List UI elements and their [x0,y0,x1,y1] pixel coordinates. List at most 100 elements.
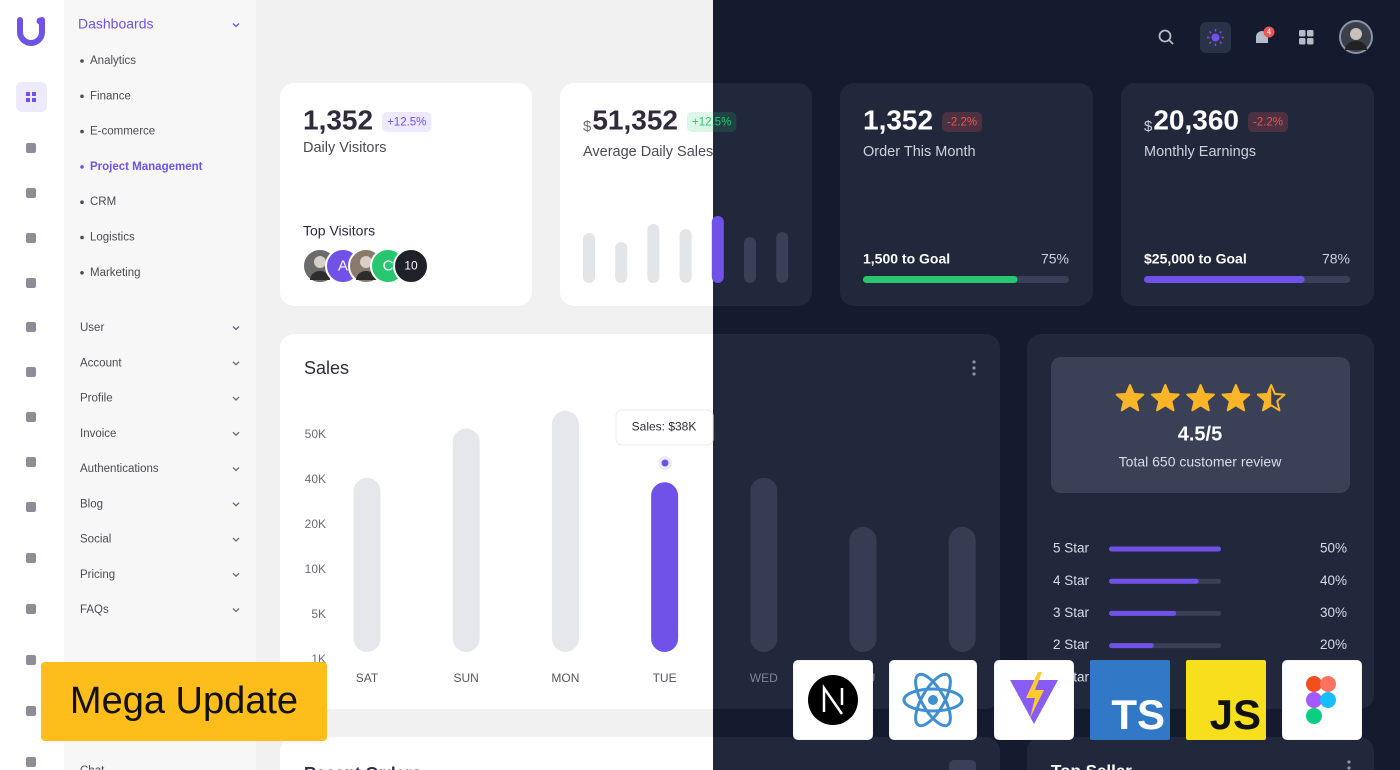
sidebar-section[interactable]: Account [80,357,122,369]
sidebar-section[interactable]: Blog [80,498,103,510]
sidebar-item[interactable]: E-commerce [90,126,155,138]
apps-icon-part [1307,30,1314,37]
stat-card [840,83,1093,306]
avatar-label: A [338,257,348,274]
change-text: +12.5% [387,117,426,129]
change-badge [382,112,432,132]
chevron [232,502,240,507]
apps-icon-part [1299,30,1306,37]
rating-fill [1109,578,1199,584]
notification-badge [1263,26,1275,38]
bullet [80,129,84,134]
progress-fill [1144,276,1305,283]
bullet [80,59,84,63]
vite-bolt [1026,672,1044,718]
rail-icon[interactable] [26,553,36,563]
tooltip-dot [661,459,669,467]
goal-label: 1,500 to Goal [863,251,950,267]
rating-row-percent: 20% [1320,637,1347,652]
rail-icon[interactable] [26,502,36,512]
mini-bar [679,229,692,283]
sales-card [280,334,713,709]
sidebar-item[interactable]: Marketing [90,267,141,279]
rating-score: 4.5/5 [1178,423,1222,445]
menu-dot [972,372,976,376]
sales-bar [849,526,877,652]
sidebar-section[interactable]: User [80,322,104,334]
orders-button[interactable] [949,760,976,770]
goal-percent: 75% [1041,251,1069,267]
rail-selected[interactable] [16,82,47,112]
react-core [928,695,938,705]
rail-icon[interactable] [26,143,36,153]
rail-icon[interactable] [26,188,36,198]
sidebar-item[interactable]: Analytics [90,55,136,67]
mini-bar [776,232,789,283]
rail-icon[interactable] [26,367,36,377]
notification-count: 4 [1267,28,1272,37]
rail-icon[interactable] [26,233,36,243]
figma-part [1320,676,1336,692]
menu-dot [972,366,976,370]
x-axis-label: TUE [653,671,677,685]
rail-icon[interactable] [26,757,36,767]
rail-icon[interactable] [26,457,36,467]
sales-bar [750,477,778,652]
chevron [232,537,240,542]
rail-icon[interactable] [26,604,36,614]
mini-bar [744,237,756,283]
typescript-logo: TS [1111,691,1165,738]
sidebar-section[interactable]: Invoice [80,428,116,440]
sidebar-section[interactable]: Pricing [80,569,115,581]
stat-label: Average Daily Sales [583,144,713,160]
rail-icon[interactable] [26,412,36,422]
chevron [232,326,240,331]
y-axis-label: 5K [311,607,326,621]
chevron [232,467,240,472]
sales-bar [948,526,976,652]
chevron [232,396,240,401]
y-axis-label: 50K [305,427,326,441]
icon-rail [0,0,64,770]
sidebar-item[interactable]: Logistics [90,232,135,244]
sidebar-item[interactable]: CRM [90,196,116,208]
search-icon[interactable] [1158,29,1172,43]
stat-card [1121,83,1374,306]
sidebar-section[interactable]: Profile [80,393,113,405]
bullet [80,235,84,240]
orders-card [280,737,713,770]
tooltip [615,409,714,446]
orders-card [713,737,1000,770]
chevron [232,23,240,28]
change-badge [686,112,737,132]
seller-card [1027,737,1374,770]
rail-icon[interactable] [26,706,36,716]
rating-row-label: 5 Star [1053,541,1090,556]
change-text: -2.2% [1253,117,1283,129]
sidebar-section[interactable]: Authentications [80,463,159,475]
change-text: +12.5% [692,117,731,129]
x-axis-label: SAT [356,671,379,685]
x-axis-label: SUN [454,671,479,685]
avatar-label: 10 [404,259,418,273]
sales-bar [353,477,381,652]
logo [17,17,45,46]
star-fill [1187,385,1214,411]
react-orbit [902,687,964,713]
sidebar-item[interactable]: Project Management [90,161,203,173]
sidebar-section[interactable]: Social [80,534,111,546]
bullet [80,94,84,99]
rail-icon[interactable] [26,655,36,665]
stat-value: 1,352 [863,104,933,135]
rail-icon-part [26,92,30,96]
menu-dot [1347,760,1351,764]
search-icon-handle [1168,39,1174,45]
rail-icon[interactable] [26,278,36,288]
figma-part [1306,708,1322,724]
star-fill [1257,385,1272,411]
sidebar-item[interactable]: Finance [90,90,131,102]
sidebar-section[interactable]: FAQs [80,604,109,616]
rail-icon[interactable] [26,322,36,332]
